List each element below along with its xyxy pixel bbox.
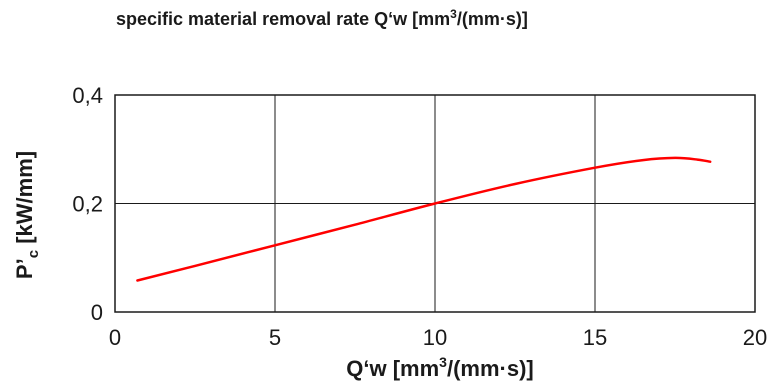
x-tick-label: 5 xyxy=(269,325,281,350)
tick-labels: 0 5 10 15 20 0 0,2 0,4 xyxy=(72,83,767,350)
x-axis-label: Q‘w [mm3/(mm·s)] xyxy=(346,354,533,381)
x-tick-label: 15 xyxy=(583,325,607,350)
series-line xyxy=(136,156,712,282)
series-layer xyxy=(136,156,712,282)
y-tick-label: 0 xyxy=(91,300,103,325)
y-tick-label: 0,4 xyxy=(72,83,103,108)
x-tick-label: 0 xyxy=(109,325,121,350)
y-tick-label: 0,2 xyxy=(72,192,103,217)
y-axis-label: P’c [kW/mm] xyxy=(12,151,42,279)
x-tick-label: 10 xyxy=(423,325,447,350)
chart-title: specific material removal rate Q‘w [mm3/… xyxy=(116,7,528,29)
x-tick-label: 20 xyxy=(743,325,767,350)
